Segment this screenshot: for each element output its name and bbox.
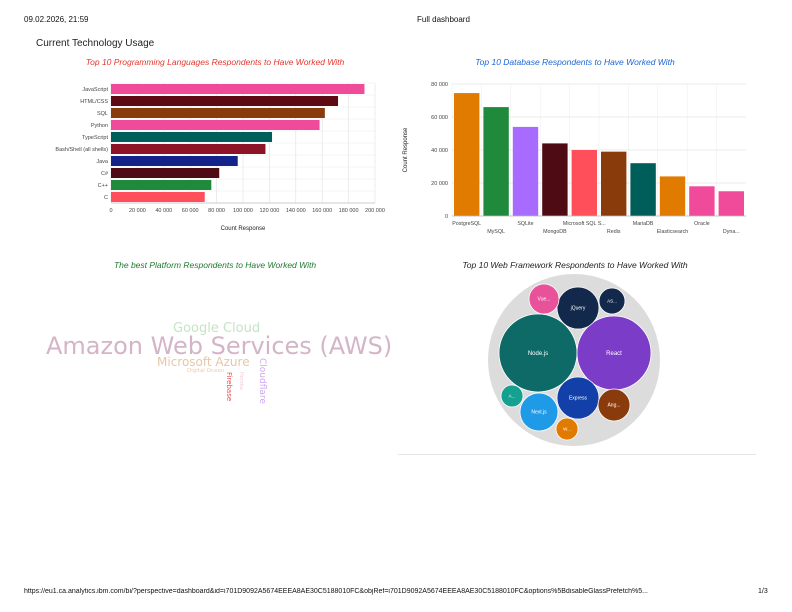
x-tick-label: Dyna... xyxy=(723,229,740,235)
y-tick-label: Python xyxy=(91,123,108,129)
bar xyxy=(111,192,205,202)
x-tick-label: SQLite xyxy=(517,221,533,227)
x-tick-label: MongoDB xyxy=(543,229,567,235)
framework-bubble-chart: Node.js React jQuery Express Next.js Ang... Vu… xyxy=(488,274,660,446)
bubble-label: A... xyxy=(509,394,516,399)
bubble-label: React xyxy=(606,351,622,357)
bar xyxy=(542,143,568,216)
x-tick-label: 60 000 xyxy=(182,208,199,214)
footer-page-number: 1/3 xyxy=(758,588,768,595)
y-tick-label: 60 000 xyxy=(431,115,448,121)
bar xyxy=(111,84,365,94)
word-firebase: Firebase xyxy=(225,372,233,402)
word-google-cloud: Google Cloud xyxy=(173,321,261,336)
y-tick-label: Bash/Shell (all shells) xyxy=(55,147,108,153)
bar xyxy=(512,126,539,216)
bar xyxy=(111,168,220,178)
bubble-label: Vue... xyxy=(538,297,551,303)
print-title: Full dashboard xyxy=(417,15,470,24)
bar xyxy=(111,96,339,106)
bubble xyxy=(519,392,559,432)
x-tick-label: MariaDB xyxy=(633,221,654,227)
bar xyxy=(718,191,744,216)
word-cloudflare: Cloudflare xyxy=(257,358,267,404)
x-tick-label: 20 000 xyxy=(129,208,146,214)
footer-url: https://eu1.ca.analytics.ibm.com/bi/?per… xyxy=(24,588,648,595)
x-tick-label: 100 000 xyxy=(233,208,253,214)
word-heroku: Heroku xyxy=(238,372,244,390)
y-tick-label: SQL xyxy=(97,111,108,117)
bubble xyxy=(555,417,579,441)
x-tick-label: 140 000 xyxy=(286,208,306,214)
x-tick-label: 160 000 xyxy=(312,208,332,214)
bar xyxy=(630,163,656,216)
x-tick-label: 80 000 xyxy=(208,208,225,214)
print-datetime: 09.02.2026, 21:59 xyxy=(24,15,89,24)
x-tick-label: 120 000 xyxy=(259,208,279,214)
panel-divider xyxy=(398,454,756,455)
y-tick-label: TypeScript xyxy=(82,135,108,141)
y-tick-label: C++ xyxy=(98,183,108,189)
y-tick-label: JavaScript xyxy=(82,87,108,93)
y-tick-label: 20 000 xyxy=(431,181,448,187)
y-tick-label: 40 000 xyxy=(431,148,448,154)
x-tick-label: Oracle xyxy=(694,221,710,227)
bubble-label: Node.js xyxy=(528,351,548,357)
chart-languages-title: Top 10 Programming Languages Respondents… xyxy=(85,57,345,67)
bar xyxy=(111,156,238,166)
bubble xyxy=(500,384,524,408)
bar xyxy=(111,144,266,154)
bubble xyxy=(597,388,631,422)
x-tick-label: 40 000 xyxy=(155,208,172,214)
word-microsoft-azure: Microsoft Azure xyxy=(157,355,250,369)
x-tick-label: 180 000 xyxy=(339,208,359,214)
bubble xyxy=(556,286,600,330)
chart-database-title: Top 10 Database Respondents to Have Work… xyxy=(475,57,675,67)
x-tick-label: PostgreSQL xyxy=(452,221,481,227)
bubble xyxy=(598,287,626,315)
bubble-label: Next.js xyxy=(531,410,547,416)
bubble-label: Express xyxy=(569,396,588,402)
bubble xyxy=(556,376,600,420)
bar xyxy=(111,180,212,190)
bubble-label: Ang... xyxy=(607,403,620,409)
database-bar-chart: 0 20 000 40 000 60 000 80 000 PostgreSQL MySQL… xyxy=(403,82,746,235)
x-tick-label: Redis xyxy=(607,229,621,235)
x-tick-label: 200 000 xyxy=(365,208,385,214)
bar xyxy=(689,186,715,216)
x-tick-label: Microsoft SQL S... xyxy=(563,221,606,227)
x-tick-label: Elasticsearch xyxy=(657,229,689,235)
x-tick-label: MySQL xyxy=(487,229,505,235)
bubble-label: W... xyxy=(563,427,571,432)
y-axis-title: Count Response xyxy=(403,127,409,172)
x-tick-label: 0 xyxy=(109,208,112,214)
bar xyxy=(483,107,509,216)
y-tick-label: 80 000 xyxy=(431,82,448,88)
x-axis-title: Count Response xyxy=(221,226,266,232)
languages-bar-chart: 0 20 000 40 000 60 000 80 000 100 000 120 000 1… xyxy=(55,82,385,232)
y-tick-label: C xyxy=(104,195,108,201)
y-tick-label: 0 xyxy=(445,214,448,220)
bar xyxy=(111,132,273,142)
bar xyxy=(601,151,627,216)
y-tick-label: C# xyxy=(101,171,109,177)
bubble xyxy=(528,283,560,315)
bar xyxy=(659,176,686,216)
dashboard-title: Current Technology Usage xyxy=(36,38,155,49)
y-tick-label: Java xyxy=(96,159,109,165)
bubble-label: jQuery xyxy=(570,306,586,312)
word-digital-ocean: Digital Ocean xyxy=(187,368,225,374)
bar xyxy=(111,120,320,130)
bubble-label: AS... xyxy=(607,299,617,304)
bar xyxy=(454,93,480,216)
y-tick-label: HTML/CSS xyxy=(80,99,108,105)
chart-platform-title: The best Platform Respondents to Have Wo… xyxy=(113,260,317,270)
word-aws: Amazon Web Services (AWS) xyxy=(46,332,393,360)
bar xyxy=(571,150,597,216)
chart-framework-title: Top 10 Web Framework Respondents to Have… xyxy=(462,260,688,270)
bar xyxy=(111,108,325,118)
